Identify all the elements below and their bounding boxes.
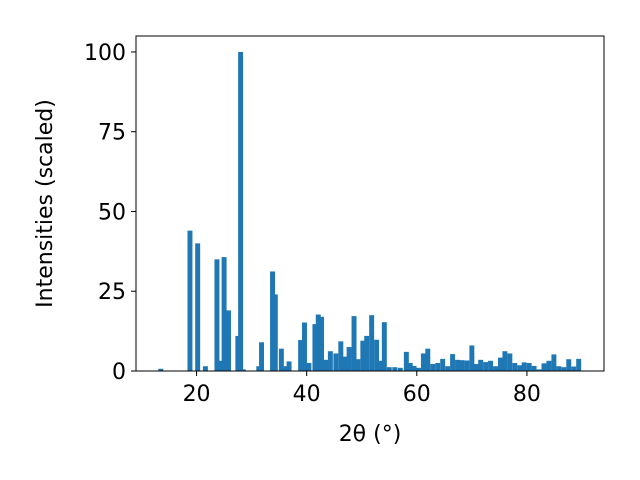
bar xyxy=(333,353,339,371)
bar xyxy=(551,354,557,371)
bar xyxy=(221,257,227,371)
bars-group xyxy=(158,51,582,371)
y-tick-label: 50 xyxy=(98,200,126,225)
bar xyxy=(323,359,329,371)
bar xyxy=(302,322,307,371)
bar xyxy=(566,359,572,371)
bar xyxy=(403,351,409,371)
bar xyxy=(440,358,446,371)
bar xyxy=(531,365,537,371)
bar xyxy=(202,366,208,371)
bar xyxy=(218,360,224,371)
bar xyxy=(576,358,582,371)
bar xyxy=(536,369,542,371)
bar xyxy=(158,368,164,371)
bar xyxy=(351,316,357,371)
bar xyxy=(435,363,441,371)
bar xyxy=(411,365,417,371)
bar xyxy=(498,357,503,371)
bar xyxy=(556,366,562,371)
x-axis-title: 2θ (°) xyxy=(339,422,402,447)
bar xyxy=(415,367,421,371)
bar xyxy=(342,356,348,371)
bar xyxy=(315,314,321,371)
x-tick-label: 80 xyxy=(513,382,541,407)
bar xyxy=(355,359,361,371)
bar xyxy=(459,360,465,371)
bar xyxy=(502,351,508,371)
bar xyxy=(512,363,518,371)
bar xyxy=(469,345,475,371)
bar xyxy=(397,367,403,371)
bar xyxy=(240,369,246,371)
bar xyxy=(407,363,413,371)
bar xyxy=(374,339,380,371)
bar xyxy=(286,361,292,371)
x-tick-label: 60 xyxy=(403,382,431,407)
bar xyxy=(214,259,220,371)
bar xyxy=(450,354,456,371)
bar xyxy=(360,340,366,371)
y-tick-label: 0 xyxy=(112,360,126,385)
bar xyxy=(238,51,244,371)
bar xyxy=(306,363,312,371)
bar xyxy=(270,271,276,371)
bar xyxy=(226,310,231,371)
bar xyxy=(483,362,489,371)
y-axis-ticks: 0 25 50 75 100 xyxy=(84,41,136,385)
bar xyxy=(425,348,431,371)
bar xyxy=(478,359,484,371)
bar xyxy=(312,324,318,371)
bar xyxy=(473,363,479,371)
bar xyxy=(259,342,265,371)
x-tick-label: 40 xyxy=(293,382,321,407)
y-tick-label: 100 xyxy=(84,41,126,66)
bar xyxy=(187,230,193,371)
bar xyxy=(282,366,288,371)
bar xyxy=(272,294,278,371)
bar xyxy=(256,366,262,371)
bar xyxy=(319,316,325,371)
bar xyxy=(235,335,241,371)
y-tick-label: 75 xyxy=(98,121,126,146)
bar xyxy=(493,366,499,371)
bar xyxy=(445,366,451,371)
bar xyxy=(327,351,333,371)
bar xyxy=(464,360,470,371)
x-axis-ticks: 20 40 60 80 xyxy=(183,371,541,407)
bar xyxy=(377,360,383,371)
bar xyxy=(521,362,527,371)
bar xyxy=(298,340,304,371)
bar xyxy=(541,363,547,371)
bar xyxy=(338,341,344,371)
bar xyxy=(517,365,523,371)
bar xyxy=(420,353,426,371)
y-tick-label: 25 xyxy=(98,280,126,305)
bar xyxy=(381,322,387,371)
x-tick-label: 20 xyxy=(183,382,211,407)
bar xyxy=(561,367,567,371)
bar xyxy=(346,347,352,371)
bar xyxy=(195,243,201,371)
bar xyxy=(392,367,398,371)
bar xyxy=(488,360,494,371)
bar xyxy=(278,348,284,371)
bar xyxy=(546,360,552,371)
bar xyxy=(455,359,461,371)
bar xyxy=(430,363,436,371)
bar xyxy=(507,353,513,371)
bar xyxy=(369,315,375,371)
bar xyxy=(571,366,577,371)
plot-frame xyxy=(135,35,605,372)
y-axis-title: Intensities (scaled) xyxy=(33,99,58,308)
bar xyxy=(526,363,532,371)
bar xyxy=(386,367,392,371)
bar xyxy=(364,335,370,371)
